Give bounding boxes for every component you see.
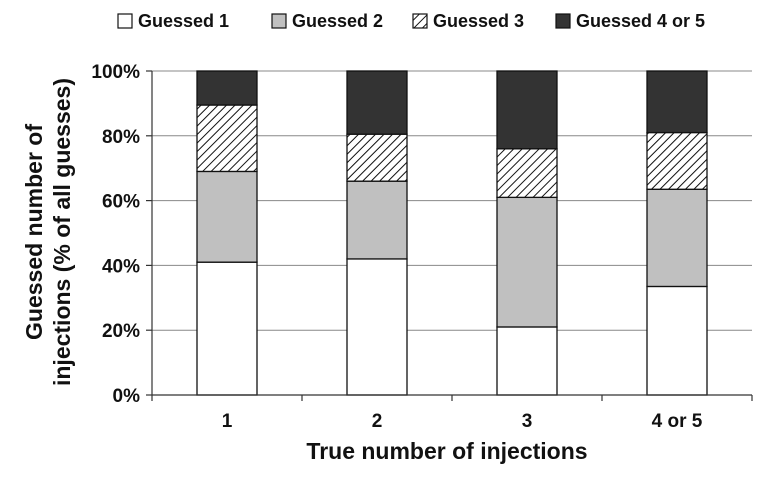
y-tick-label: 0%: [113, 386, 141, 407]
y-tick-labels: 0% 20% 40% 60% 80% 100%: [91, 62, 140, 407]
x-tick-label: 2: [372, 411, 383, 432]
x-axis-title: True number of injections: [306, 438, 587, 464]
bar-segment: [346, 70, 408, 135]
legend-label: Guessed 1: [138, 11, 229, 31]
bar-segment: [646, 188, 708, 288]
legend: Guessed 1 Guessed 2 Guessed 3 Guessed 4 or …: [117, 11, 705, 31]
axes: [146, 70, 753, 401]
x-tick-label: 3: [522, 411, 533, 432]
bars: [196, 70, 708, 396]
bar-segment: [646, 285, 708, 396]
legend-label: Guessed 2: [292, 11, 383, 31]
bar-segment: [496, 70, 558, 150]
legend-swatch: [271, 13, 287, 29]
legend-swatch: [117, 13, 133, 29]
x-tick-labels: 1 2 3 4 or 5: [222, 411, 703, 432]
bar-segment: [346, 180, 408, 260]
bar-segment: [646, 131, 708, 190]
x-tick-label: 4 or 5: [652, 411, 703, 432]
y-tick-label: 20%: [102, 321, 140, 342]
bar-segment: [496, 196, 558, 328]
legend-swatch: [555, 13, 571, 29]
legend-swatch: [412, 13, 428, 29]
bar-segment: [496, 326, 558, 396]
y-tick-label: 80%: [102, 127, 140, 148]
y-tick-label: 100%: [91, 62, 140, 83]
bar-segment: [196, 170, 258, 263]
bar-segment: [196, 261, 258, 396]
bar-segment: [346, 258, 408, 396]
x-tick-label: 1: [222, 411, 233, 432]
y-axis-title-line-1: Guessed number of: [21, 124, 47, 340]
legend-label: Guessed 3: [433, 11, 524, 31]
y-tick-label: 60%: [102, 192, 140, 213]
bar-segment: [196, 104, 258, 173]
y-tick-label: 40%: [102, 256, 140, 277]
bar-segment: [646, 70, 708, 134]
y-axis-title-line-2: injections (% of all guesses): [49, 78, 75, 386]
bar-segment: [196, 70, 258, 106]
bar-segment: [346, 133, 408, 182]
bar-segment: [496, 148, 558, 199]
legend-label: Guessed 4 or 5: [576, 11, 705, 31]
